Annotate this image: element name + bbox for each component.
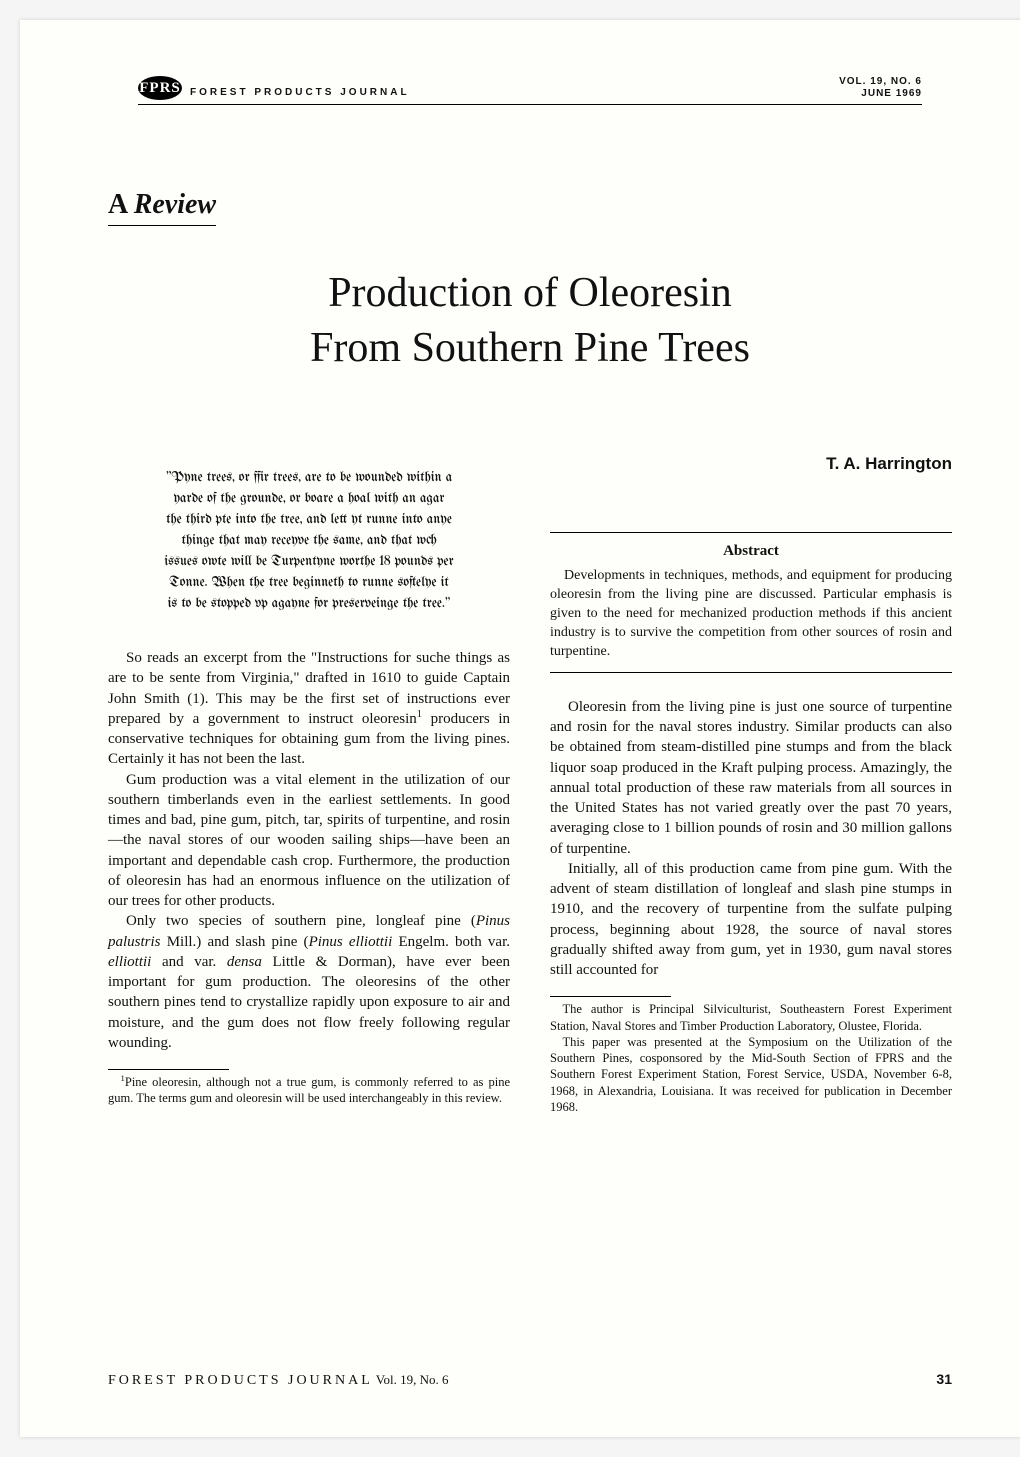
left-p3-i4: densa	[227, 954, 262, 970]
right-footnote-b: This paper was presented at the Symposiu…	[550, 1034, 952, 1115]
epigraph: "Pyne trees, or ffir trees, are to be wo…	[164, 467, 453, 614]
author: T. A. Harrington	[550, 453, 952, 476]
review-a: A	[108, 189, 134, 220]
vol-line: VOL. 19, NO. 6	[839, 76, 922, 88]
columns: "Pyne trees, or ffir trees, are to be wo…	[108, 453, 952, 1115]
right-para-1: Oleoresin from the living pine is just o…	[550, 697, 952, 859]
footnote-separator-left	[108, 1069, 229, 1070]
left-footnote: 1Pine oleoresin, although not a true gum…	[108, 1074, 510, 1107]
review-label: A Review	[108, 189, 216, 226]
left-para-3: Only two species of southern pine, longl…	[108, 911, 510, 1053]
footer-page-number: 31	[936, 1371, 952, 1387]
title-line-1: Production of Oleoresin	[108, 266, 952, 321]
left-para-2: Gum production was a vital element in th…	[108, 770, 510, 912]
review-b: Review	[134, 189, 216, 220]
issue-info: VOL. 19, NO. 6 JUNE 1969	[839, 76, 922, 100]
footer-journal: FOREST PRODUCTS JOURNAL Vol. 19, No. 6	[108, 1372, 449, 1389]
footer-issue: Vol. 19, No. 6	[373, 1372, 449, 1387]
page: FPRS FOREST PRODUCTS JOURNAL VOL. 19, NO…	[20, 20, 1020, 1437]
left-p3-c: Engelm. both var.	[392, 934, 510, 950]
journal-name: FOREST PRODUCTS JOURNAL	[190, 87, 410, 100]
footer-journal-name: FOREST PRODUCTS JOURNAL	[108, 1373, 373, 1388]
left-p3-d: and var.	[151, 954, 227, 970]
abstract-title: Abstract	[550, 541, 952, 561]
abstract-text: Developments in techniques, methods, and…	[550, 567, 952, 661]
left-p3-i2: Pinus elliottii	[309, 934, 393, 950]
abstract-block: Abstract Developments in techniques, met…	[550, 532, 952, 673]
masthead-inner: FPRS FOREST PRODUCTS JOURNAL VOL. 19, NO…	[138, 76, 922, 105]
left-p3-a: Only two species of southern pine, longl…	[126, 913, 476, 929]
fprs-logo: FPRS	[138, 76, 182, 100]
right-para-2: Initially, all of this production came f…	[550, 859, 952, 981]
brand-group: FPRS FOREST PRODUCTS JOURNAL	[138, 76, 410, 100]
left-p3-b: Mill.) and slash pine (	[161, 934, 309, 950]
right-footnote-a: The author is Principal Silviculturist, …	[550, 1001, 952, 1034]
date-line: JUNE 1969	[839, 88, 922, 100]
title-line-2: From Southern Pine Trees	[108, 321, 952, 376]
right-column: T. A. Harrington Abstract Developments i…	[550, 453, 952, 1115]
left-p3-i3: elliottii	[108, 954, 151, 970]
left-para-1: So reads an excerpt from the "Instructio…	[108, 648, 510, 770]
running-footer: FOREST PRODUCTS JOURNAL Vol. 19, No. 6 3…	[108, 1371, 952, 1389]
left-column: "Pyne trees, or ffir trees, are to be wo…	[108, 453, 510, 1115]
footnote-separator-right	[550, 996, 671, 997]
left-fn-text: Pine oleoresin, although not a true gum,…	[108, 1075, 510, 1105]
masthead: FPRS FOREST PRODUCTS JOURNAL VOL. 19, NO…	[138, 76, 922, 105]
article-title: Production of Oleoresin From Southern Pi…	[108, 266, 952, 375]
